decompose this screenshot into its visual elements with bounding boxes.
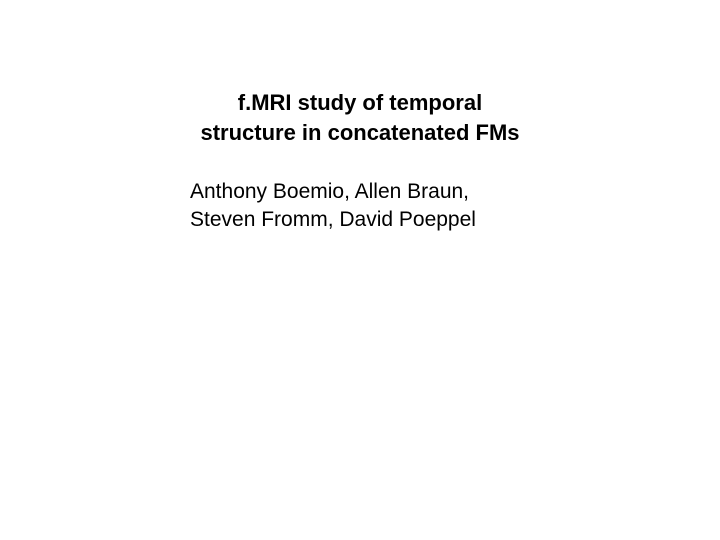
authors-line-2: Steven Fromm, David Poeppel xyxy=(190,206,530,234)
slide: f.MRI study of temporal structure in con… xyxy=(0,0,720,540)
title-line-1: f.MRI study of temporal xyxy=(180,88,540,118)
authors-line-1: Anthony Boemio, Allen Braun, xyxy=(190,178,530,206)
title-line-2: structure in concatenated FMs xyxy=(180,118,540,148)
slide-authors: Anthony Boemio, Allen Braun, Steven From… xyxy=(190,178,530,235)
slide-title: f.MRI study of temporal structure in con… xyxy=(180,88,540,147)
